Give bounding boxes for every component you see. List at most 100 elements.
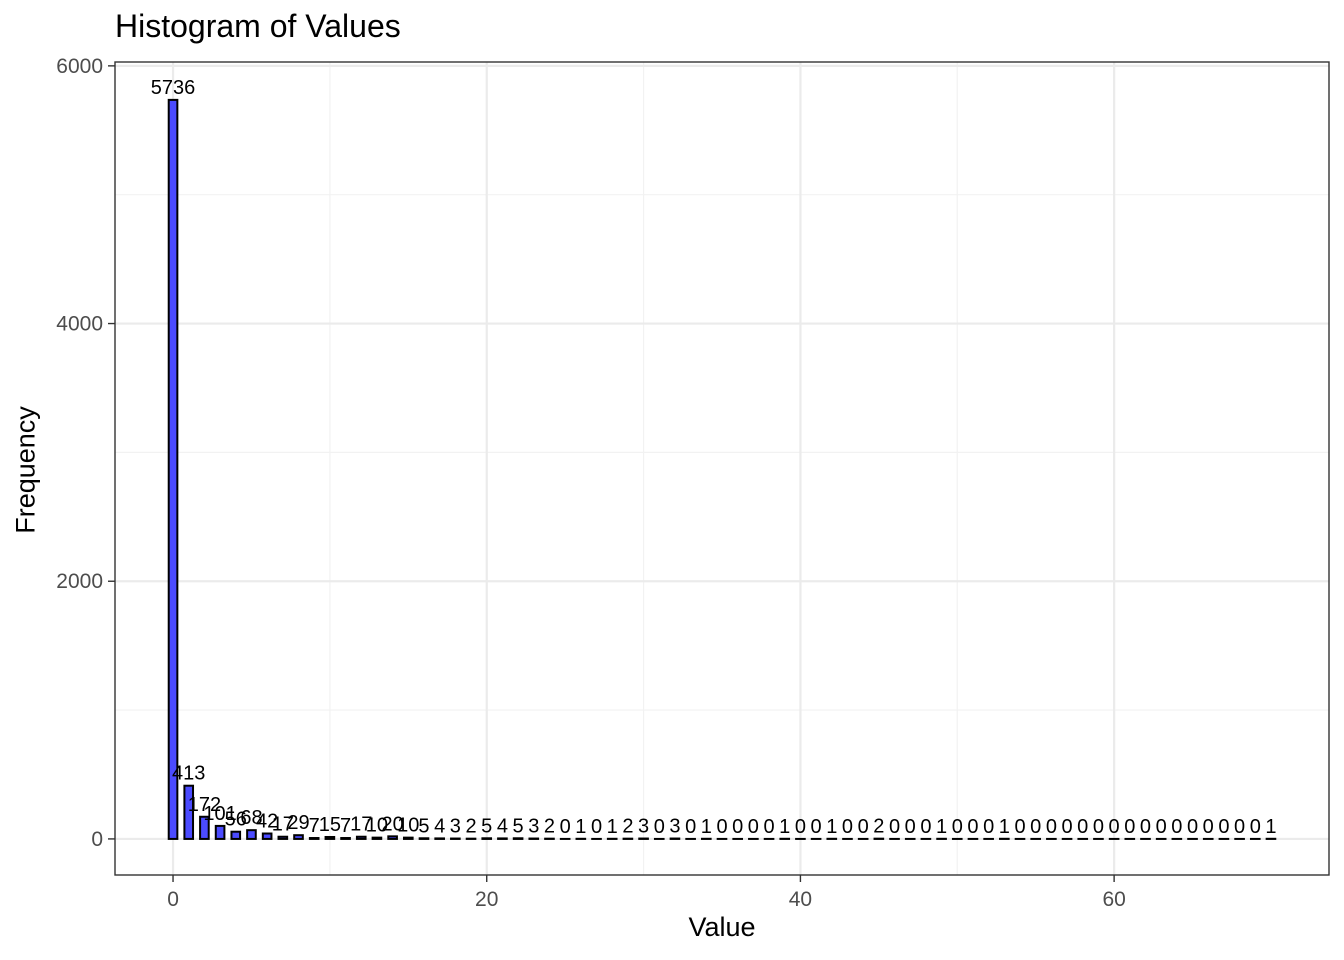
data-label: 0: [952, 816, 963, 838]
data-label: 0: [716, 816, 727, 838]
data-label: 4: [434, 815, 445, 837]
bar: [340, 837, 351, 840]
data-label: 0: [1046, 816, 1057, 838]
bar: [371, 836, 383, 840]
data-label: 0: [1234, 816, 1245, 838]
data-label: 10: [397, 815, 419, 837]
data-label: 68: [240, 807, 262, 829]
bar: [387, 835, 398, 840]
data-label: 0: [1093, 816, 1104, 838]
data-label: 0: [1218, 816, 1229, 838]
bar: [434, 837, 445, 840]
data-label: 7: [340, 815, 351, 837]
data-label: 0: [1109, 816, 1120, 838]
major-gridlines: [115, 62, 1329, 875]
data-label: 1: [779, 816, 790, 838]
bar: [214, 824, 226, 840]
y-tick-label: 4000: [56, 313, 103, 336]
data-label: 0: [920, 816, 931, 838]
data-label: 56: [225, 809, 247, 831]
data-label: 4: [497, 815, 508, 837]
bar: [277, 835, 289, 840]
data-label: 1: [826, 816, 837, 838]
data-label: 101: [203, 803, 236, 825]
data-label: 10: [366, 815, 388, 837]
data-label: 29: [287, 812, 309, 834]
data-label: 0: [560, 816, 571, 838]
bar: [261, 832, 273, 840]
y-axis-label: Frequency: [10, 406, 41, 534]
data-label: 5736: [151, 77, 196, 99]
data-label: 0: [967, 816, 978, 838]
data-label: 0: [1156, 816, 1167, 838]
bar: [418, 837, 430, 840]
x-axis-label: Value: [688, 912, 756, 942]
bar: [230, 830, 242, 840]
bar: [167, 98, 179, 840]
data-label: 0: [591, 816, 602, 838]
x-tick-label: 40: [789, 888, 812, 911]
x-tick-label: 20: [475, 888, 498, 911]
data-label: 3: [528, 816, 539, 838]
bar: [293, 834, 304, 840]
data-label: 0: [1077, 816, 1088, 838]
data-label: 2: [465, 816, 476, 838]
bar: [199, 815, 210, 840]
data-label: 2: [544, 816, 555, 838]
data-label: 0: [748, 816, 759, 838]
data-label: 1: [999, 816, 1010, 838]
data-label: 413: [172, 763, 205, 785]
data-label: 17: [272, 814, 294, 836]
data-label: 0: [1124, 816, 1135, 838]
bar: [402, 836, 414, 840]
x-axis: 0 20 40 60: [167, 875, 1126, 911]
data-label: 2: [873, 816, 884, 838]
bar: [512, 837, 524, 840]
bar: [324, 835, 336, 840]
data-label: 42: [256, 811, 278, 833]
data-label: 0: [905, 816, 916, 838]
y-tick-label: 0: [91, 828, 103, 851]
bar: [308, 837, 320, 840]
bar: [183, 784, 195, 840]
data-label: 1: [575, 816, 586, 838]
data-label: 5: [481, 815, 492, 837]
data-label: 1: [607, 816, 618, 838]
data-label: 15: [319, 814, 341, 836]
data-label: 0: [1140, 816, 1151, 838]
chart-title: Histogram of Values: [115, 8, 401, 44]
data-label: 2: [622, 816, 633, 838]
data-label: 3: [638, 816, 649, 838]
bar: [355, 835, 367, 840]
data-label: 0: [858, 816, 869, 838]
data-label: 0: [685, 816, 696, 838]
data-label: 172: [188, 794, 221, 816]
data-label: 0: [1014, 816, 1025, 838]
x-tick-label: 0: [167, 888, 179, 911]
data-label: 0: [983, 816, 994, 838]
data-label: 3: [450, 816, 461, 838]
data-label: 1: [1265, 816, 1276, 838]
data-label: 1: [701, 816, 712, 838]
bar: [481, 837, 493, 840]
data-label: 0: [811, 816, 822, 838]
minor-gridlines: [115, 62, 1329, 875]
data-label: 3: [669, 816, 680, 838]
y-tick-label: 6000: [56, 55, 103, 78]
x-tick-label: 60: [1102, 888, 1125, 911]
data-label: 17: [350, 814, 372, 836]
data-label: 20: [381, 813, 403, 835]
data-label: 0: [1187, 816, 1198, 838]
bar: [246, 829, 257, 840]
panel-border: [114, 61, 1330, 876]
data-label: 0: [1062, 816, 1073, 838]
data-label: 0: [1030, 816, 1041, 838]
data-label: 0: [889, 816, 900, 838]
data-label: 7: [309, 815, 320, 837]
data-label: 0: [842, 816, 853, 838]
data-label: 0: [732, 816, 743, 838]
bars: [167, 98, 1277, 840]
data-label: 0: [763, 816, 774, 838]
